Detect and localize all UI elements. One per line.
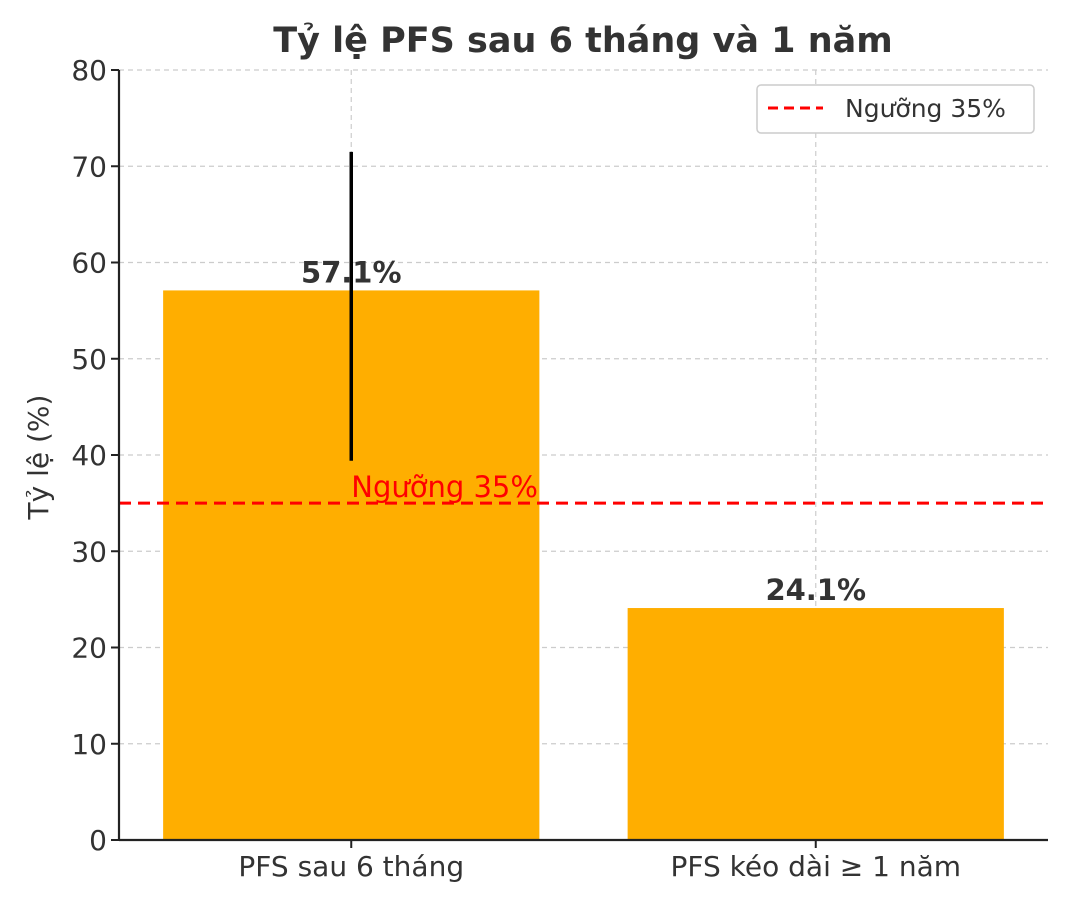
y-tick-label: 0	[89, 824, 107, 857]
legend: Ngưỡng 35%	[756, 84, 1035, 134]
y-tick-label: 40	[71, 439, 107, 472]
y-tick-label: 20	[71, 632, 107, 665]
axes-layer: 0 10 20 30 40 50 60 70 80 PFS sau 6 tháng PFS kéo …	[71, 54, 1048, 883]
y-tick-label: 10	[71, 728, 107, 761]
x-tick-label: PFS kéo dài ≥ 1 năm	[670, 850, 961, 883]
y-tick-label: 80	[71, 54, 107, 87]
bar-value-label: 57.1%	[301, 255, 402, 289]
y-axis-label: Tỷ lệ (%)	[22, 395, 55, 521]
legend-box	[756, 84, 1035, 134]
legend-entry-label: Ngưỡng 35%	[845, 94, 1006, 123]
y-tick-label: 70	[71, 150, 107, 183]
y-tick-label: 60	[71, 247, 107, 280]
bar	[627, 608, 1004, 840]
y-tick-label: 50	[71, 343, 107, 376]
chart-title: Tỷ lệ PFS sau 6 tháng và 1 năm	[273, 21, 892, 61]
y-tick-label: 30	[71, 535, 107, 568]
bars-layer	[163, 290, 1004, 841]
labels-layer: Ngưỡng 35% 57.1% 24.1%	[301, 255, 866, 607]
reference-line-label: Ngưỡng 35%	[351, 470, 538, 504]
bar-value-label: 24.1%	[765, 573, 866, 607]
x-tick-label: PFS sau 6 tháng	[238, 850, 464, 883]
